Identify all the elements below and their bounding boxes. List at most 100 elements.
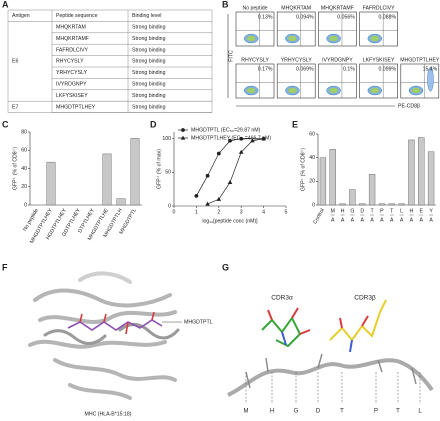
marker [239,136,244,141]
substitution-label: A [351,217,355,223]
substitution-label: A [429,217,433,223]
density-core [247,35,256,42]
flow-y-axis: FITC [228,50,234,62]
binding-level: Strong binding [132,81,166,87]
y-tick-label: 50 [165,170,171,176]
panel-letter: E [292,119,298,129]
residue-label: H [270,409,274,415]
backbone-sticks [245,353,417,389]
substitution-label: A [420,217,424,223]
residue-label: P [374,409,378,415]
flow-percent: 0.069% [296,66,314,72]
flow-label: RHYCYSLY [241,57,269,63]
marker [238,149,244,154]
flow-percent: 0.088% [378,14,396,20]
flow-percent: 0.056% [337,14,355,20]
density-core [288,35,297,42]
binding-level: Strong binding [132,70,166,76]
bar [378,203,386,206]
peptide-sequence: YRHYCYSLY [56,70,88,76]
y-tick-label: 20 [309,179,315,185]
panel-letter: F [2,262,8,272]
density-core [329,87,338,94]
x-tick-label: 0 [173,209,176,215]
flow-label: FAFRDLCIVY [363,5,396,11]
flow-percent: 0.17% [258,66,273,72]
density-core [247,87,256,94]
y-tick-label: 60 [309,131,315,137]
flow-label: MHQKRTAMF [321,5,354,11]
y-axis-label: GFP⁺ (% of max) [156,149,162,189]
substitution-label: A [370,217,374,223]
marker [216,151,221,156]
substitution-label: A [361,217,365,223]
residue-label: T [396,409,400,415]
substitution-label: A [341,217,345,223]
x-tick-label: T [390,208,394,214]
peptide-sequence: MHQKRTAM [56,24,86,30]
legend-label: MHGDTPTLHEY (EC₅₀=466.7 nM) [191,135,271,141]
bar [130,138,140,206]
substitution-label: A [380,217,384,223]
residue-label: T [340,409,344,415]
flow-x-axis: PE-CD8β [398,103,420,109]
marker [250,138,255,143]
binding-level: Strong binding [132,24,166,30]
flow-label: LKFYSKISEY [363,57,395,63]
x-tick-label: P [380,208,384,214]
antigen: E7 [12,104,18,110]
panel-letter: C [2,119,9,129]
bar [368,174,376,206]
x-tick-label: 4 [262,209,265,215]
table-header: Binding level [132,13,161,19]
y-axis-label: GFP⁺ (% of CD8⁺) [12,147,18,191]
marker [216,196,222,201]
bar [46,161,56,206]
density-core [329,35,338,42]
peptide-backbone [227,358,434,397]
x-axis-label: log₁₀[peptide conc (nM)] [202,218,258,224]
substitution-label: A [410,217,414,223]
substitution-label: A [390,217,394,223]
bar [339,203,346,206]
y-axis-label: GFP⁺ (% of CD8⁺) [300,148,306,192]
legend-label: MHGDTPTL (EC₅₀=29.87 nM) [191,127,261,133]
x-tick-label: M [331,208,335,214]
y-tick-label: 80 [21,129,27,135]
bar [408,139,415,206]
bar [359,203,366,206]
table-header: Antigen [12,13,30,19]
panel-letter: G [222,262,229,272]
peptide-sticks [67,311,163,335]
x-tick-label: Y [429,208,433,214]
marker [227,180,233,185]
binding-level: Strong binding [132,59,166,65]
y-tick-label: 20 [21,184,27,190]
flow-percent: 15.4% [423,66,438,72]
flow-label: MHQKRTAM [281,5,311,11]
density-blob [427,67,434,92]
bar [388,203,395,206]
binding-level: Strong binding [132,36,166,42]
bar [102,153,112,206]
x-tick-label: H [410,208,414,214]
panel-letter: A [2,0,9,9]
residue-label: M [244,409,249,415]
peptide-sequence: IVYRDGNPY [56,81,87,87]
y-tick-label: 60 [21,148,27,154]
marker [194,194,199,198]
x-tick-label: L [400,208,403,214]
peptide-sequence: MHQKRTAMF [56,36,89,42]
cdr-label: CDR3β [354,295,376,302]
y-tick-label: 0 [168,203,171,209]
density-core [288,87,297,94]
x-tick-label: T [370,208,374,214]
series-line [196,138,264,197]
x-tick-label: Control [312,208,326,225]
flow-label: No peptide [242,5,267,11]
flow-percent: 0.1% [343,66,355,72]
y-tick-label: 0 [312,202,315,208]
flow-percent: 0.13% [258,14,273,20]
